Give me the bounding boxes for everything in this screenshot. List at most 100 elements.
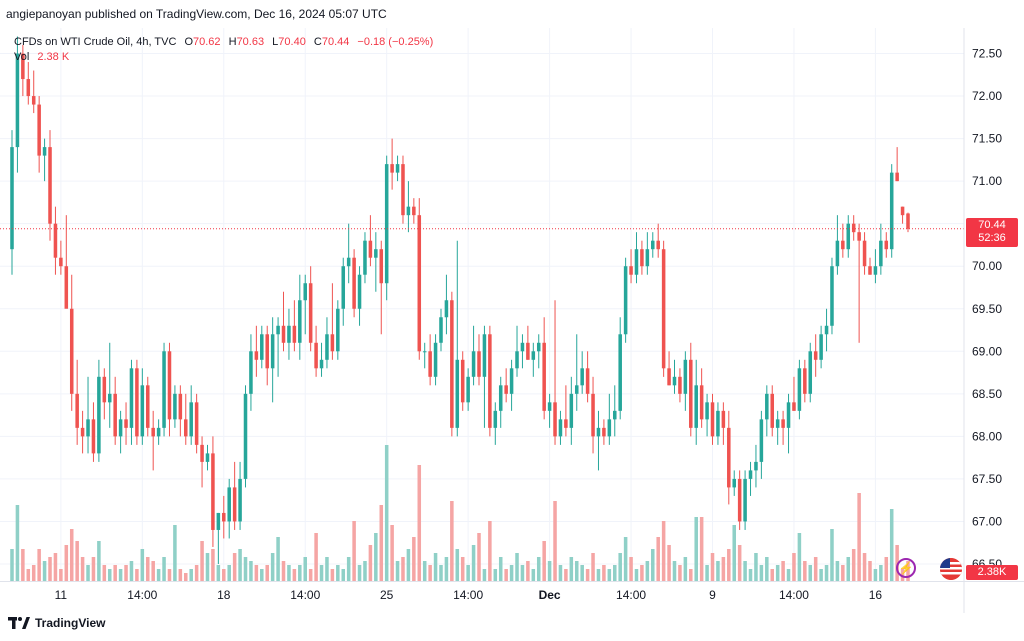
volume-bar [433,553,438,581]
publisher-header: angiepanoyan published on TradingView.co… [6,7,387,21]
price-chart[interactable]: 72.5072.0071.5071.0070.5070.0069.5069.00… [0,28,1024,613]
volume-bar [846,557,851,581]
candle-body [640,249,644,267]
candle-body [227,487,231,522]
candle-body [15,53,20,148]
candle-body [417,215,422,352]
open-label: O [184,36,194,48]
candle-body [813,351,818,360]
candle-body [645,249,650,267]
volume-bar [705,565,709,581]
candle-body [498,385,503,411]
volume-bar [124,565,128,581]
volume-bar [53,553,58,581]
volume-bar [352,521,356,581]
candle-body [857,232,861,241]
candle-body [824,325,829,335]
price-tick-label: 69.00 [972,344,1002,358]
volume-bar [439,565,443,581]
candle-body [145,385,150,428]
volume-bar [80,557,85,581]
symbol-label[interactable]: CFDs on WTI Crude Oil, 4h, TVC [14,36,177,48]
volume-bar [308,569,313,581]
candle-body [433,342,438,377]
candle-body [118,419,123,437]
candle-body [26,79,31,97]
candle-body [705,402,709,420]
volume-bar [156,569,161,581]
volume-bar [721,557,726,581]
price-tick-label: 68.00 [972,429,1002,443]
volume-bar [390,525,394,581]
volume-bar [15,505,20,581]
volume-bar [395,561,400,581]
volume-bar [471,545,476,581]
low-label: L [272,36,279,48]
candle-body [770,393,775,428]
volume-tag: 2.38K [966,565,1018,580]
candle-body [395,164,400,173]
candle-body [205,453,210,462]
candle-body [265,334,269,369]
volume-bar [699,517,704,581]
volume-bar [656,537,660,581]
volume-label[interactable]: Vol [14,51,30,63]
volume-bar [140,549,145,581]
volume-bar [145,557,150,581]
candle-body [151,427,155,437]
candle-body [797,368,802,411]
volume-bar [884,557,889,581]
volume-bar [651,549,655,581]
us-flag-icon[interactable] [940,558,962,580]
candle-body [270,334,275,369]
volume-bar [59,569,63,581]
candle-body [846,223,851,250]
candle-body [173,393,177,420]
volume-bar [189,569,193,581]
volume-bar [743,561,747,581]
candle-body [460,359,465,403]
volume-bar [265,565,269,581]
candle-body [618,334,622,411]
candle-body [580,368,584,386]
candle-body [803,368,807,394]
candle-body [547,402,552,411]
volume-bar [488,521,492,581]
candle-body [895,172,899,182]
candle-body [879,240,883,267]
candle-body [536,342,541,352]
candle-body [162,351,166,428]
volume-bar [48,557,52,581]
candle-body [167,351,172,420]
candle-body [732,478,736,488]
volume-bar [276,537,280,581]
candle-body [759,419,764,462]
volume-bar [547,561,552,581]
volume-bar [91,557,96,581]
candle-body [135,368,139,437]
close-value: 70.44 [321,36,350,48]
flash-icon[interactable]: ⚡ [896,558,916,578]
candle-body [97,376,101,454]
high-label: H [228,36,237,48]
candle-body [520,342,525,352]
brand-name: TradingView [35,616,106,630]
candle-body [249,351,253,394]
candle-body [31,96,36,105]
volume-bar [162,557,166,581]
volume-bar [623,537,628,581]
candle-body [124,419,128,428]
time-tick-label: 14:00 [453,588,483,602]
volume-bar [31,565,36,581]
volume-bar [737,545,742,581]
candle-body [352,257,356,309]
volume-bar [42,561,47,581]
footer-brand[interactable]: TradingView [8,616,105,630]
volume-bar [536,557,541,581]
volume-bar [238,549,242,581]
volume-bar [542,541,546,581]
candle-body [439,317,443,343]
candle-body [86,419,90,437]
time-tick-label: 25 [380,588,394,602]
volume-bar [135,569,139,581]
